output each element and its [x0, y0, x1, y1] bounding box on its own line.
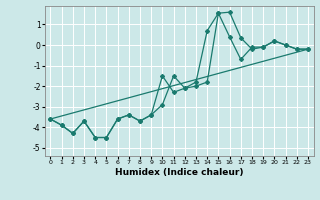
X-axis label: Humidex (Indice chaleur): Humidex (Indice chaleur): [115, 168, 244, 177]
